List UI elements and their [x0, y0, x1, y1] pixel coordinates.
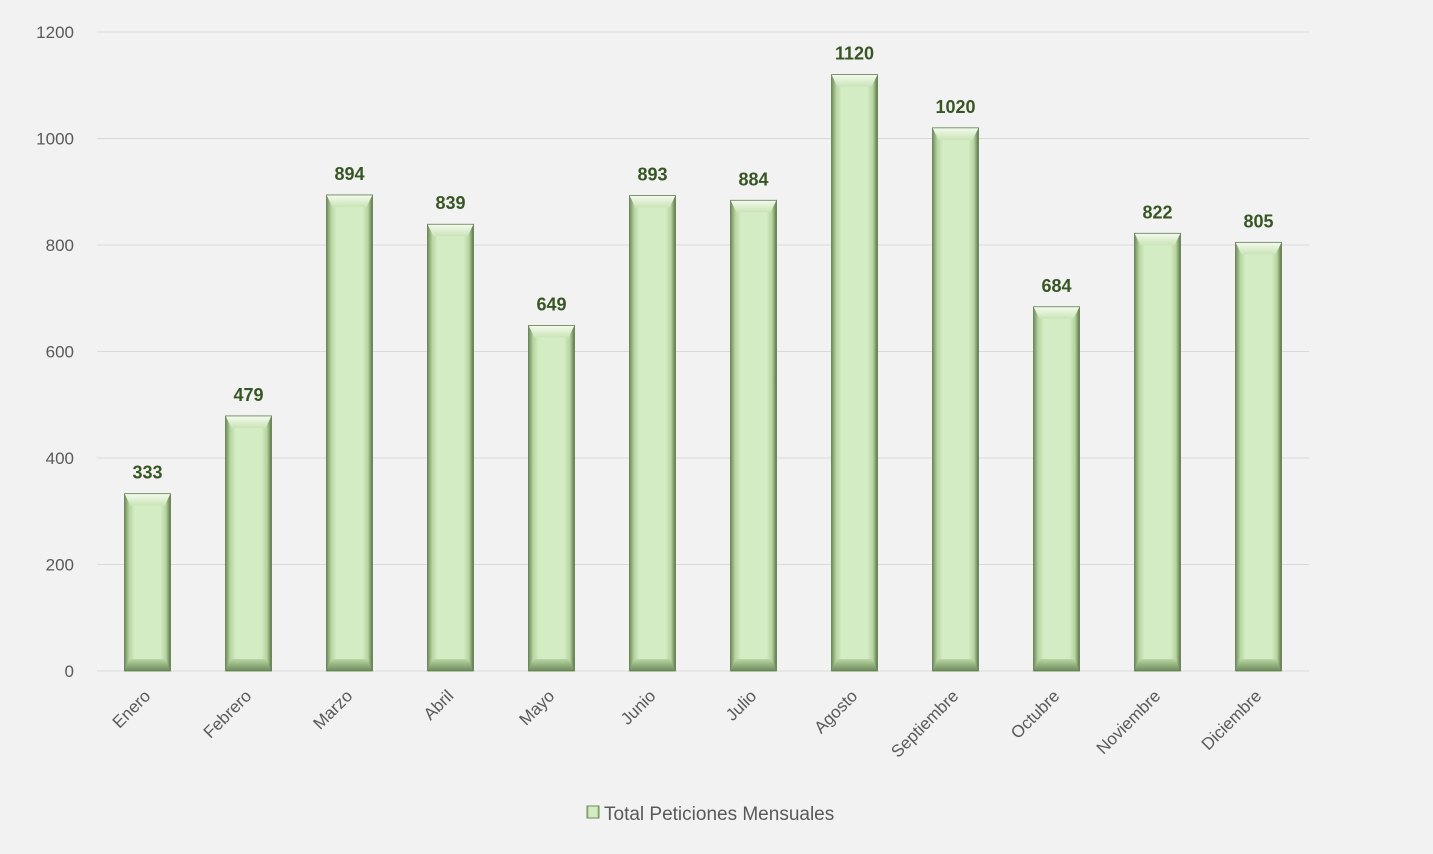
- y-tick-label: 0: [65, 662, 74, 681]
- legend-label: Total Peticiones Mensuales: [604, 804, 834, 825]
- data-labels: 333 479 894 839 649 893 884 1120 1020 684 822 805: [132, 44, 1273, 483]
- x-tick-label: Marzo: [309, 686, 356, 733]
- bar: [730, 199, 777, 672]
- x-tick-label: Febrero: [200, 686, 256, 742]
- y-tick-label: 800: [46, 236, 74, 255]
- x-tick-label: Junio: [617, 686, 659, 728]
- data-label: 884: [738, 169, 768, 189]
- y-tick-label: 400: [46, 449, 74, 468]
- x-tick-label: Noviembre: [1093, 686, 1165, 758]
- bar: [124, 493, 171, 672]
- x-tick-label: Septiembre: [887, 686, 962, 761]
- y-tick-label: 1000: [36, 130, 74, 149]
- data-label: 333: [132, 463, 162, 483]
- x-tick-label: Julio: [722, 686, 760, 724]
- bar: [326, 194, 373, 672]
- data-label: 1020: [935, 97, 975, 117]
- bar: [629, 195, 676, 672]
- legend: Total Peticiones Mensuales: [586, 804, 834, 825]
- bar: [427, 223, 474, 672]
- data-label: 684: [1041, 276, 1071, 296]
- bars: [124, 74, 1282, 672]
- bar: [1134, 232, 1181, 672]
- bar: [831, 74, 878, 672]
- data-label: 1120: [835, 44, 874, 64]
- bar: [1235, 241, 1282, 672]
- data-label: 649: [536, 294, 566, 314]
- bar: [1033, 306, 1080, 672]
- y-tick-label: 200: [46, 556, 74, 575]
- data-label: 805: [1243, 211, 1273, 231]
- data-label: 839: [435, 193, 465, 213]
- y-tick-label: 600: [46, 343, 74, 362]
- y-tick-label: 1200: [36, 23, 74, 42]
- x-tick-label: Octubre: [1007, 686, 1063, 742]
- x-tick-label: Enero: [109, 686, 155, 732]
- data-label: 822: [1142, 202, 1172, 222]
- data-label: 893: [637, 164, 667, 184]
- bar: [528, 325, 575, 672]
- x-tick-label: Agosto: [810, 686, 861, 737]
- y-axis: 0 200 400 600 800 1000 1200: [36, 23, 74, 681]
- data-label: 479: [233, 385, 263, 405]
- bar: [225, 415, 272, 672]
- data-label: 894: [334, 164, 364, 184]
- x-tick-label: Diciembre: [1198, 686, 1266, 754]
- x-tick-label: Mayo: [515, 686, 558, 729]
- x-axis: Enero Febrero Marzo Abril Mayo Junio Julio Agos…: [109, 686, 1266, 761]
- x-tick-label: Abril: [420, 686, 457, 723]
- gridlines: [97, 31, 1309, 672]
- legend-swatch: [586, 805, 600, 819]
- bar: [932, 127, 979, 672]
